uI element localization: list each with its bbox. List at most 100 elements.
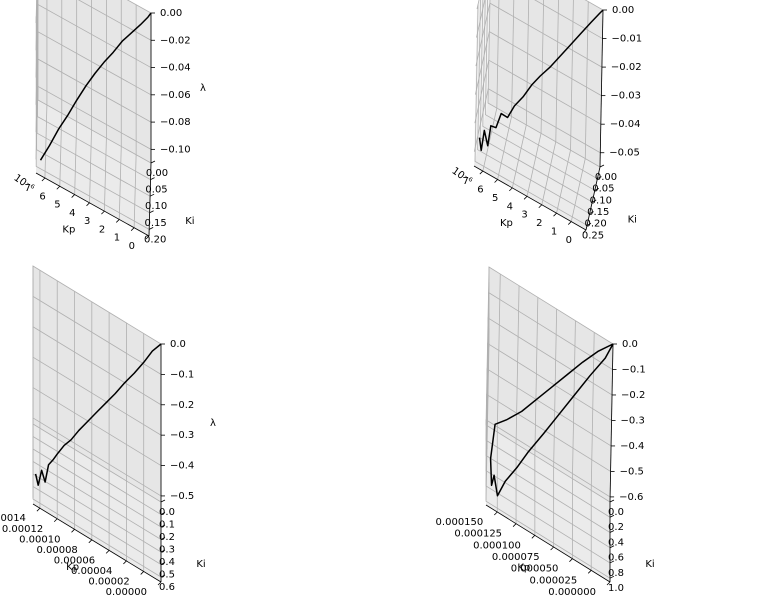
gridline-z xyxy=(487,317,613,398)
y-tick xyxy=(599,164,605,168)
x-tick-label: 5 xyxy=(492,193,498,204)
z-tick-label: −0.3 xyxy=(170,430,194,441)
gridline-y xyxy=(485,0,598,180)
gridline-y xyxy=(482,0,596,191)
x-tick xyxy=(36,507,41,512)
y-tick xyxy=(609,560,615,564)
y-tick xyxy=(160,512,166,515)
y-tick xyxy=(150,177,155,180)
gridline-z xyxy=(487,342,612,424)
gridline-z xyxy=(32,417,162,498)
y-tick-label: 0.25 xyxy=(582,230,604,241)
x-tick xyxy=(523,196,528,200)
x-tick xyxy=(606,581,611,586)
y-tick-label: 0.0 xyxy=(159,507,175,518)
y-tick xyxy=(594,187,599,191)
z-tick-label: −0.02 xyxy=(611,62,642,73)
y-tick-label: 0.00 xyxy=(595,172,617,183)
z-axis-label: λ xyxy=(200,83,206,94)
pane-back-right xyxy=(486,267,613,502)
x-tick-label: 5 xyxy=(54,200,60,211)
z-tick-label: −0.04 xyxy=(160,63,191,74)
x-tick xyxy=(550,546,554,551)
y-tick xyxy=(597,176,602,180)
x-tick-label: 0.000025 xyxy=(529,575,577,586)
x-tick xyxy=(123,560,127,565)
z-tick-label: −0.02 xyxy=(160,35,191,46)
x-tick xyxy=(56,185,61,190)
x-tick xyxy=(145,235,150,240)
y-tick-label: 0.8 xyxy=(608,568,624,579)
y-tick xyxy=(160,562,166,565)
y-axis-label: Ki xyxy=(196,559,205,570)
pane-back-right xyxy=(33,266,161,502)
x-tick xyxy=(53,518,58,523)
x-tick xyxy=(71,194,75,198)
x-tick xyxy=(569,558,573,562)
z-tick-label: −0.06 xyxy=(160,90,191,101)
x-tick xyxy=(86,202,90,207)
x-tick-label: 2 xyxy=(99,224,105,235)
y-tick xyxy=(160,549,166,553)
gridline-y xyxy=(474,4,588,226)
y-tick xyxy=(160,537,166,540)
y-tick-label: 0.20 xyxy=(144,234,166,245)
chart-panel-3: 0.000000.000020.000040.000060.000080.000… xyxy=(0,265,216,597)
series-line-1 xyxy=(478,9,604,152)
x-tick xyxy=(157,581,162,586)
gridline-z xyxy=(488,291,613,373)
y-tick-label: 0.20 xyxy=(584,219,606,230)
y-tick-label: 0.5 xyxy=(159,570,175,581)
gridline-z xyxy=(474,31,602,96)
x-tick xyxy=(88,539,93,544)
gridline-z xyxy=(486,393,611,475)
gridline-z xyxy=(473,88,601,154)
x-tick-label: 6 xyxy=(39,191,45,202)
z-tick-label: −0.5 xyxy=(620,466,644,477)
y-tick-label: 0.00 xyxy=(146,168,168,179)
x-tick-label: 0.000150 xyxy=(436,517,484,528)
y-tick xyxy=(150,160,156,164)
y-tick xyxy=(609,499,615,503)
y-tick-label: 0.15 xyxy=(587,207,609,218)
z-tick-label: −0.5 xyxy=(170,491,194,502)
x-axis-line xyxy=(485,504,611,583)
z-tick-label: −0.2 xyxy=(621,390,645,401)
y-tick-label: 0.10 xyxy=(145,201,167,212)
y-tick xyxy=(586,222,592,226)
z-tick-label: −0.4 xyxy=(170,461,194,472)
x-axis-label: Kp xyxy=(66,562,79,573)
y-tick-label: 0.6 xyxy=(159,582,175,593)
x-axis-line xyxy=(32,503,162,583)
gridline-y xyxy=(487,0,601,168)
gridline-z xyxy=(485,419,611,500)
x-tick-label: 0.00012 xyxy=(2,524,43,535)
y-tick-label: 1.0 xyxy=(608,583,624,594)
x-tick-label: 7 xyxy=(25,183,31,194)
z-axis-label: λ xyxy=(210,418,216,429)
series-line-1 xyxy=(34,343,162,486)
y-axis-line xyxy=(148,162,152,237)
z-tick-label: 0.00 xyxy=(160,8,182,19)
x-axis-label: Kp xyxy=(517,563,530,574)
y-tick-label: 0.0 xyxy=(608,507,624,518)
y-tick xyxy=(589,211,594,215)
x-tick xyxy=(41,177,46,182)
y-axis-label: Ki xyxy=(645,559,654,570)
z-tick-label: 0.0 xyxy=(170,339,186,350)
x-tick xyxy=(71,529,75,533)
x-tick xyxy=(115,219,120,223)
x-tick xyxy=(531,535,536,539)
gridline-z xyxy=(488,266,614,347)
gridline-z xyxy=(474,59,602,125)
y-tick xyxy=(149,193,155,197)
x-tick xyxy=(582,229,587,234)
y-tick-label: 0.15 xyxy=(145,218,167,229)
y-tick-label: 0.4 xyxy=(608,537,624,548)
x-tick-label: 4 xyxy=(69,208,75,219)
x-tick xyxy=(512,523,517,527)
x-tick-label: 0.000125 xyxy=(454,529,502,540)
